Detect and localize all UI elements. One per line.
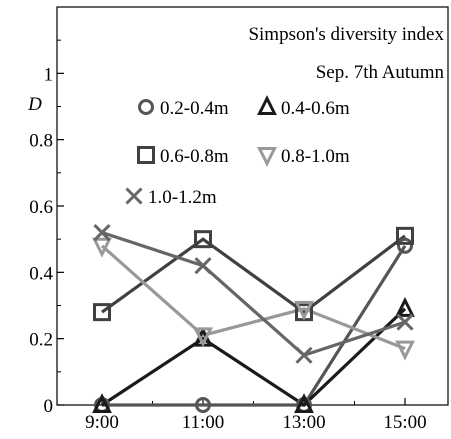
legend-marker-0.8-1.0m xyxy=(257,147,277,167)
y-tick-label: 0.2 xyxy=(29,330,53,351)
y-axis-ticks: 0 0.2 0.4 0.6 0.8 1 xyxy=(29,39,64,417)
y-tick-label: 0.6 xyxy=(29,197,53,218)
chart-title: Simpson's diversity index xyxy=(248,24,444,45)
legend-label: 1.0-1.2m xyxy=(148,187,217,208)
y-tick-label: 0.8 xyxy=(29,131,53,152)
data-point-1.0-1.2m xyxy=(93,223,111,242)
series-markers xyxy=(92,223,415,413)
legend-label: 0.4-0.6m xyxy=(281,98,350,119)
legend-label: 0.2-0.4m xyxy=(160,98,229,119)
legend: 0.2-0.4m 0.4-0.6m 0.6-0.8m 0.8-1.0m 1.0-1.2m xyxy=(125,95,350,208)
legend-marker-0.6-0.8m xyxy=(137,146,155,164)
x-tick-label: 15:00 xyxy=(383,412,426,433)
series-line-0.6-0.8m xyxy=(101,234,406,315)
data-point-0.8-1.0m xyxy=(92,237,112,258)
x-tick-label: 9:00 xyxy=(85,412,119,433)
data-point-0.6-0.8m xyxy=(93,303,111,322)
data-point-0.4-0.6m xyxy=(92,393,112,413)
data-point-0.4-0.6m xyxy=(294,393,314,413)
data-point-1.0-1.2m xyxy=(396,313,414,331)
data-point-0.2-0.4m xyxy=(397,237,413,254)
y-tick-label: 1 xyxy=(44,64,54,85)
series-line-1.0-1.2m xyxy=(101,231,406,358)
legend-label: 0.8-1.0m xyxy=(281,146,350,167)
data-point-0.6-0.8m xyxy=(194,230,212,249)
legend-label: 0.6-0.8m xyxy=(160,146,229,167)
data-point-0.4-0.6m xyxy=(395,296,415,317)
x-axis-ticks: 9:00 11:00 13:00 15:00 xyxy=(85,398,427,433)
x-tick-label: 11:00 xyxy=(182,412,225,433)
x-tick-label: 13:00 xyxy=(282,412,325,433)
data-point-0.8-1.0m xyxy=(294,300,314,321)
data-point-0.2-0.4m xyxy=(195,397,211,413)
legend-marker-1.0-1.2m xyxy=(125,187,143,205)
legend-marker-0.4-0.6m xyxy=(257,95,277,115)
chart-subtitle: Sep. 7th Autumn xyxy=(316,62,445,83)
data-point-0.8-1.0m xyxy=(193,327,213,348)
y-tick-label: 0.4 xyxy=(29,263,53,284)
data-point-1.0-1.2m xyxy=(194,257,212,275)
y-tick-label: 0 xyxy=(44,396,54,417)
series-lines xyxy=(100,231,407,408)
y-axis-label: D xyxy=(27,94,42,115)
series-line-0.2-0.4m xyxy=(102,244,407,407)
series-line-0.8-1.0m xyxy=(100,244,406,351)
series-line-0.4-0.6m xyxy=(101,307,407,408)
legend-marker-0.2-0.4m xyxy=(138,99,154,115)
data-point-1.0-1.2m xyxy=(295,346,313,364)
data-point-0.6-0.8m xyxy=(396,226,414,245)
data-point-0.8-1.0m xyxy=(395,340,415,361)
